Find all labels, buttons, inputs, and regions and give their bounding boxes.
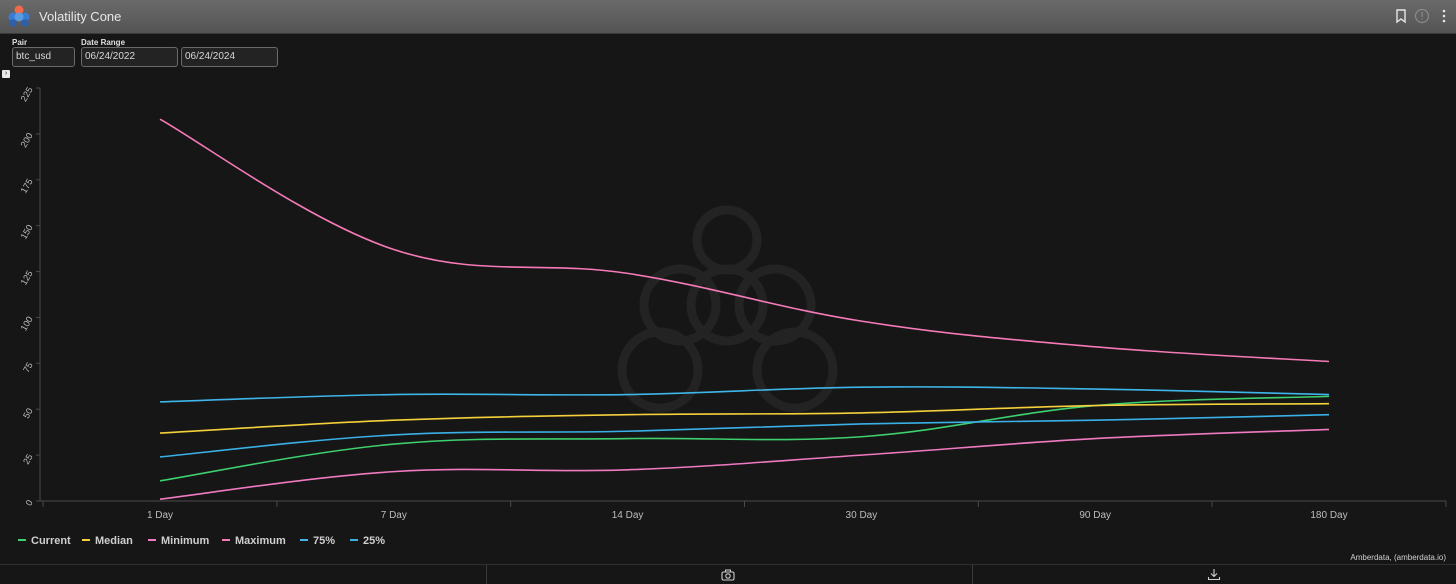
x-tick-label: 7 Day bbox=[381, 510, 407, 521]
y-tick-label: 100 bbox=[19, 315, 35, 333]
y-tick-label: 125 bbox=[19, 269, 35, 287]
amberdata-logo-icon bbox=[8, 5, 30, 27]
series-line-current bbox=[159, 395, 1330, 482]
download-icon[interactable] bbox=[1207, 568, 1221, 581]
y-tick-label: 75 bbox=[21, 361, 35, 375]
series-line-minimum bbox=[159, 428, 1330, 500]
camera-icon[interactable] bbox=[721, 569, 735, 581]
legend-label: 25% bbox=[363, 535, 386, 547]
legend-label: Current bbox=[31, 535, 71, 547]
legend-label: Minimum bbox=[161, 535, 210, 547]
legend-label: 75% bbox=[313, 535, 336, 547]
y-tick-label: 0 bbox=[24, 498, 35, 507]
pair-label: Pair bbox=[12, 38, 28, 47]
series-line-25 bbox=[159, 413, 1330, 458]
start-date-input[interactable]: 06/24/2022 bbox=[81, 47, 178, 67]
legend-item[interactable]: 25% bbox=[350, 535, 385, 547]
info-icon[interactable] bbox=[1414, 8, 1430, 24]
bookmark-icon[interactable] bbox=[1393, 8, 1409, 24]
window-title: Volatility Cone bbox=[39, 9, 122, 24]
series-line-maximum bbox=[159, 118, 1330, 363]
credit-text: Amberdata, (amberdata.io) bbox=[1350, 553, 1446, 562]
end-date-input[interactable]: 06/24/2024 bbox=[181, 47, 278, 67]
filter-bar: Pair btc_usd Date Range 06/24/2022 06/24… bbox=[0, 33, 1456, 77]
chevron-right-icon[interactable]: › bbox=[2, 70, 10, 78]
title-bar: Volatility Cone bbox=[0, 0, 1456, 34]
chart-footer-toolbar bbox=[0, 564, 1456, 584]
y-tick-label: 175 bbox=[19, 177, 35, 195]
legend-swatch bbox=[18, 539, 26, 542]
x-tick-label: 30 Day bbox=[846, 510, 878, 521]
legend-item[interactable]: Median bbox=[82, 535, 133, 547]
watermark-logo bbox=[617, 205, 838, 413]
x-tick-label: 1 Day bbox=[147, 510, 173, 521]
y-tick-label: 50 bbox=[21, 406, 35, 420]
more-vertical-icon[interactable] bbox=[1436, 8, 1452, 24]
date-range-label: Date Range bbox=[81, 38, 126, 47]
y-tick-label: 225 bbox=[19, 85, 35, 103]
legend-item[interactable]: Current bbox=[18, 535, 71, 547]
pair-input[interactable]: btc_usd bbox=[12, 47, 75, 67]
legend-swatch bbox=[300, 539, 308, 542]
volatility-cone-chart: 0 25 50 75 100 125 150 175 200 225 1 Day 7 Day 14 Da… bbox=[19, 85, 1447, 521]
legend-swatch bbox=[222, 539, 230, 542]
legend-item[interactable]: 75% bbox=[300, 535, 335, 547]
legend-label: Median bbox=[95, 535, 133, 547]
series-line-75 bbox=[159, 386, 1330, 403]
series-line-median bbox=[159, 402, 1330, 434]
legend-swatch bbox=[148, 539, 156, 542]
legend-swatch bbox=[82, 539, 90, 542]
legend-swatch bbox=[350, 539, 358, 542]
y-tick-label: 25 bbox=[21, 452, 35, 466]
y-tick-label: 150 bbox=[19, 223, 35, 241]
x-tick-label: 90 Day bbox=[1079, 510, 1111, 521]
legend-item[interactable]: Minimum bbox=[148, 535, 209, 547]
legend-item[interactable]: Maximum bbox=[222, 535, 286, 547]
x-tick-label: 14 Day bbox=[612, 510, 644, 521]
y-tick-label: 200 bbox=[19, 131, 35, 149]
x-tick-label: 180 Day bbox=[1310, 510, 1347, 521]
legend-label: Maximum bbox=[235, 535, 286, 547]
